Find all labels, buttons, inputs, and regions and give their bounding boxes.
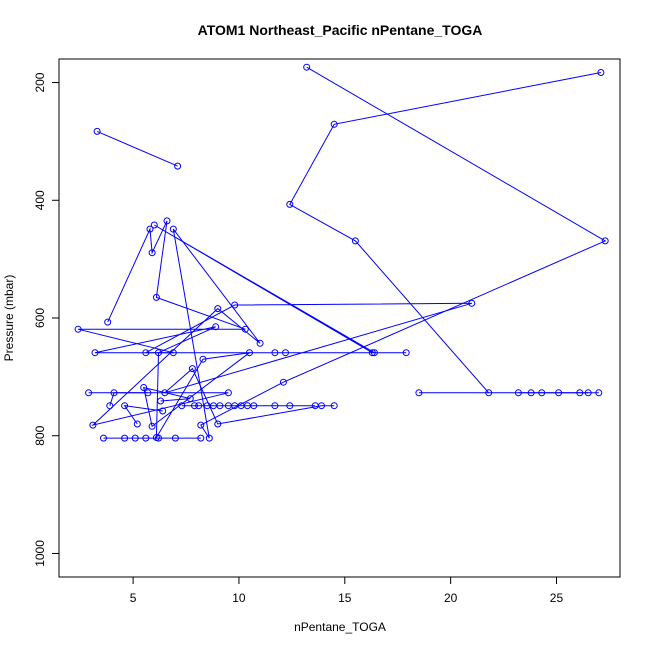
data-point: [150, 221, 158, 229]
data-point: [188, 365, 196, 373]
series-line: [109, 392, 148, 406]
data-point: [174, 162, 182, 170]
data-point: [148, 422, 156, 430]
y-tick-label: 800: [33, 425, 47, 445]
data-point: [271, 402, 279, 410]
data-point: [106, 402, 114, 410]
data-point: [178, 402, 186, 410]
data-point: [186, 395, 194, 403]
data-point: [415, 389, 423, 397]
data-point: [485, 389, 493, 397]
series-layer: [74, 63, 609, 442]
x-tick-label: 15: [338, 591, 352, 605]
data-point: [224, 389, 232, 397]
data-point: [133, 420, 141, 428]
x-axis-label: nPentane_TOGA: [294, 620, 386, 634]
data-point: [169, 225, 177, 233]
data-point: [231, 301, 239, 309]
data-point: [330, 120, 338, 128]
data-point: [74, 325, 82, 333]
y-tick-label: 400: [33, 190, 47, 210]
data-point: [271, 349, 279, 357]
y-axis-label: Pressure (mbar): [2, 275, 16, 362]
data-point: [159, 407, 167, 415]
series-line: [77, 220, 252, 440]
data-point: [311, 402, 319, 410]
data-point: [330, 402, 338, 410]
series-line: [145, 224, 472, 425]
y-tick-label: 1000: [33, 540, 47, 567]
data-point: [104, 318, 112, 326]
data-point: [303, 63, 311, 71]
data-point: [370, 349, 378, 357]
data-point: [144, 389, 152, 397]
data-point: [250, 402, 258, 410]
chart-title: ATOM1 Northeast_Pacific nPentane_TOGA: [198, 22, 483, 38]
x-tick-label: 5: [130, 591, 137, 605]
data-point: [161, 389, 169, 397]
data-point: [212, 323, 220, 331]
data-point: [214, 305, 222, 313]
series-line: [289, 72, 601, 394]
x-tick-label: 10: [232, 591, 246, 605]
data-point: [205, 434, 213, 442]
data-point: [197, 421, 205, 429]
data-point: [576, 389, 584, 397]
data-point: [597, 69, 605, 76]
data-point: [514, 389, 522, 397]
y-axis: 200 400 600 800 1000: [33, 72, 59, 567]
data-point: [155, 434, 162, 442]
x-tick-label: 25: [550, 591, 564, 605]
data-point: [351, 237, 359, 245]
data-point: [89, 421, 97, 429]
data-point: [191, 402, 198, 410]
data-point: [142, 349, 150, 357]
data-point: [555, 389, 563, 397]
data-point: [85, 389, 93, 397]
data-point: [216, 402, 224, 410]
data-point: [131, 434, 139, 442]
data-point: [527, 389, 535, 397]
data-point: [195, 402, 203, 410]
series-line: [96, 130, 178, 167]
data-point: [368, 349, 376, 357]
data-point: [256, 339, 264, 347]
data-point: [214, 420, 222, 428]
y-tick-label: 200: [33, 72, 47, 92]
data-point: [146, 225, 154, 233]
data-point: [468, 299, 476, 307]
data-point: [601, 237, 609, 245]
y-tick-label: 600: [33, 308, 47, 328]
data-point: [197, 434, 205, 442]
x-axis: 5 10 15 20 25: [130, 577, 564, 605]
data-point: [171, 434, 179, 442]
data-point: [595, 389, 603, 397]
x-tick-label: 20: [444, 591, 458, 605]
data-point: [93, 127, 101, 135]
data-point: [163, 217, 171, 225]
series-line: [123, 405, 163, 425]
data-point: [121, 402, 129, 410]
data-point: [241, 325, 249, 333]
data-point: [282, 349, 289, 357]
data-point: [148, 249, 156, 257]
data-point: [199, 355, 207, 363]
data-point: [100, 434, 107, 442]
series-line: [88, 66, 607, 439]
data-point: [286, 200, 294, 208]
data-point: [157, 397, 165, 405]
data-point: [402, 349, 410, 357]
data-point: [538, 389, 546, 397]
data-point: [142, 434, 150, 442]
data-point: [121, 434, 129, 442]
data-point: [140, 384, 148, 391]
data-point: [152, 293, 160, 301]
data-point: [91, 349, 99, 357]
data-point: [286, 402, 294, 410]
data-point: [279, 378, 287, 386]
data-point: [110, 389, 118, 397]
